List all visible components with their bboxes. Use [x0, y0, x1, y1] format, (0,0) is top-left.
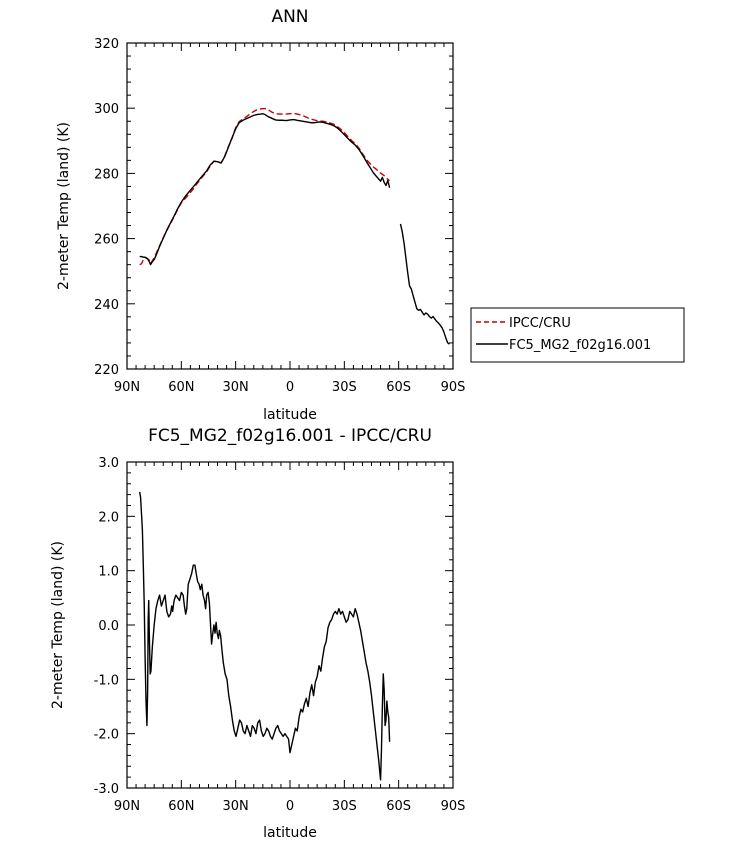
top-y-tick-label: 220 [94, 363, 119, 378]
legend-box [470, 307, 685, 363]
bottom-y-axis-label: 2-meter Temp (land) (K) [50, 541, 66, 709]
legend: IPCC/CRU FC5_MG2_f02g16.001 [470, 307, 685, 363]
legend-label-ipcc-cru: IPCC/CRU [509, 316, 571, 331]
top-y-tick-label: 300 [94, 102, 119, 117]
bottom-series-line-0 [138, 491, 391, 781]
legend-label-fc5: FC5_MG2_f02g16.001 [509, 338, 651, 353]
bottom-y-tick-label: -2.0 [94, 728, 119, 743]
bottom-y-tick-labels: -3.0 -2.0 -1.0 0.0 1.0 2.0 3.0 [94, 456, 119, 797]
top-series-line-2 [399, 223, 450, 345]
bottom-x-tick-label: 90S [441, 799, 466, 814]
top-y-tick-label: 260 [94, 233, 119, 248]
bottom-x-tick-label: 90N [114, 799, 140, 814]
bottom-y-tick-label: -1.0 [94, 673, 119, 688]
top-y-tick-labels: 220 240 260 280 300 320 [94, 37, 119, 378]
top-series-line-1 [139, 113, 391, 266]
bottom-y-tick-label: 0.0 [98, 619, 119, 634]
top-y-tick-label: 320 [94, 37, 119, 52]
top-x-tick-label: 90S [441, 380, 466, 395]
bottom-x-tick-label: 60S [386, 799, 411, 814]
bottom-panel: FC5_MG2_f02g16.001 - IPCC/CRU 90N 60N 30N 0… [50, 426, 465, 841]
bottom-x-tick-label: 30S [332, 799, 357, 814]
top-y-axis-label: 2-meter Temp (land) (K) [56, 122, 72, 290]
top-series-line-0 [139, 107, 391, 266]
top-series-group [139, 107, 450, 345]
bottom-x-tick-label: 0 [286, 799, 294, 814]
bottom-ticks-group [126, 461, 454, 789]
bottom-x-axis-label: latitude [263, 825, 317, 841]
bottom-x-tick-labels: 90N 60N 30N 0 30S 60S 90S [114, 799, 466, 814]
top-x-tick-label: 30S [332, 380, 357, 395]
bottom-y-tick-label: -3.0 [94, 782, 119, 797]
top-y-tick-label: 280 [94, 167, 119, 182]
bottom-y-tick-label: 3.0 [98, 456, 119, 471]
top-plot-frame [126, 42, 454, 370]
top-ticks-group [126, 42, 454, 370]
bottom-plot-frame [126, 461, 454, 789]
top-x-tick-label: 0 [286, 380, 294, 395]
top-x-tick-labels: 90N 60N 30N 0 30S 60S 90S [114, 380, 466, 395]
top-x-axis-label: latitude [263, 407, 317, 423]
top-y-tick-label: 240 [94, 298, 119, 313]
top-panel: ANN 90N 60N 30N 0 30S 60S 90S 220 240 260 280 300 3… [56, 7, 685, 423]
bottom-y-tick-label: 1.0 [98, 565, 119, 580]
top-x-tick-label: 60S [386, 380, 411, 395]
top-x-tick-label: 90N [114, 380, 140, 395]
top-x-tick-label: 60N [168, 380, 194, 395]
bottom-x-tick-label: 60N [168, 799, 194, 814]
top-chart-title: ANN [271, 7, 308, 27]
bottom-series-group [138, 491, 391, 781]
bottom-y-tick-label: 2.0 [98, 510, 119, 525]
bottom-x-tick-label: 30N [223, 799, 249, 814]
top-x-tick-label: 30N [223, 380, 249, 395]
bottom-chart-title: FC5_MG2_f02g16.001 - IPCC/CRU [148, 426, 432, 446]
